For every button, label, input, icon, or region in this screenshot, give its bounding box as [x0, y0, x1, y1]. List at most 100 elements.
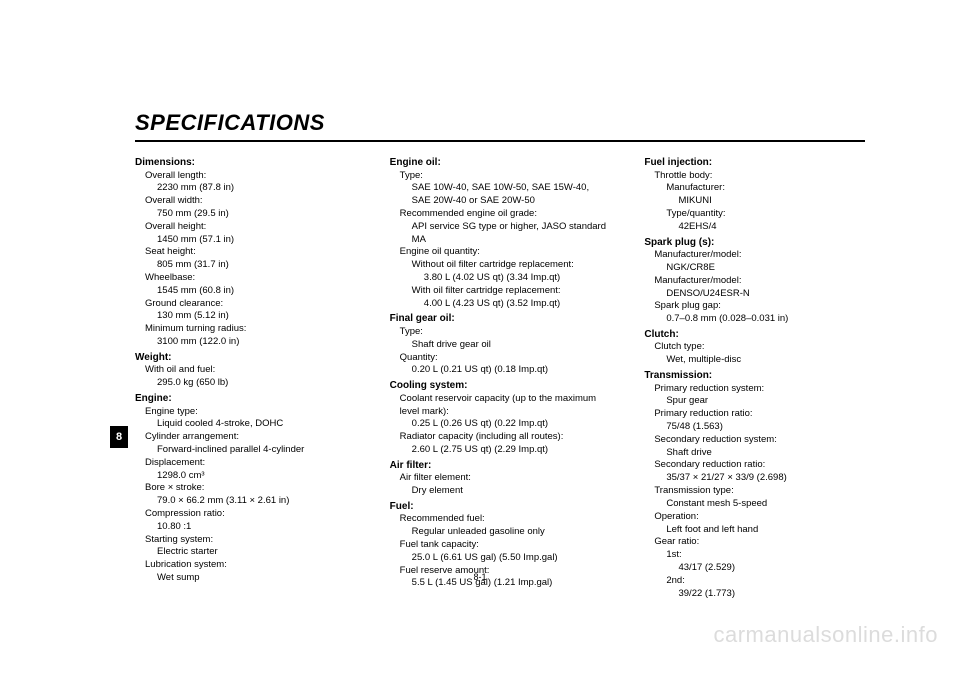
spec-line: Regular unleaded gasoline only: [390, 526, 611, 539]
spec-line: Air filter element:: [390, 472, 611, 485]
spec-line: Type:: [390, 170, 611, 183]
spec-line: 805 mm (31.7 in): [135, 259, 356, 272]
spec-line: Minimum turning radius:: [135, 323, 356, 336]
spec-line: 79.0 × 66.2 mm (3.11 × 2.61 in): [135, 495, 356, 508]
spec-line: With oil filter cartridge replacement:: [390, 285, 611, 298]
spec-line: 25.0 L (6.61 US gal) (5.50 Imp.gal): [390, 552, 611, 565]
spec-line: Bore × stroke:: [135, 482, 356, 495]
spec-line: Without oil filter cartridge replacement…: [390, 259, 611, 272]
spec-line: 2.60 L (2.75 US qt) (2.29 Imp.qt): [390, 444, 611, 457]
spec-line: Manufacturer/model:: [644, 275, 865, 288]
spec-line: 1450 mm (57.1 in): [135, 234, 356, 247]
column-2: Engine oil:Type:SAE 10W-40, SAE 10W-50, …: [390, 154, 611, 600]
spec-line: Spur gear: [644, 395, 865, 408]
watermark: carmanualsonline.info: [713, 622, 938, 648]
page-title: SPECIFICATIONS: [135, 110, 865, 136]
spec-line: 75/48 (1.563): [644, 421, 865, 434]
manual-page: SPECIFICATIONS Dimensions:Overall length…: [0, 0, 960, 678]
spec-line: 130 mm (5.12 in): [135, 310, 356, 323]
spec-line: Cylinder arrangement:: [135, 431, 356, 444]
spec-line: Displacement:: [135, 457, 356, 470]
spec-line: Wet sump: [135, 572, 356, 585]
spec-line: Wet, multiple-disc: [644, 354, 865, 367]
spec-line: Radiator capacity (including all routes)…: [390, 431, 611, 444]
spec-section-heading: Weight:: [135, 351, 356, 365]
spec-section-heading: Fuel:: [390, 500, 611, 514]
spec-section-heading: Fuel injection:: [644, 156, 865, 170]
spec-line: 1545 mm (60.8 in): [135, 285, 356, 298]
spec-line: Spark plug gap:: [644, 300, 865, 313]
spec-line: With oil and fuel:: [135, 364, 356, 377]
column-1: Dimensions:Overall length:2230 mm (87.8 …: [135, 154, 356, 600]
spec-line: 4.00 L (4.23 US qt) (3.52 Imp.qt): [390, 298, 611, 311]
spec-line: 0.25 L (0.26 US qt) (0.22 Imp.qt): [390, 418, 611, 431]
spec-section-heading: Transmission:: [644, 369, 865, 383]
spec-line: NGK/CR8E: [644, 262, 865, 275]
spec-line: Liquid cooled 4-stroke, DOHC: [135, 418, 356, 431]
spec-section-heading: Cooling system:: [390, 379, 611, 393]
spec-columns: Dimensions:Overall length:2230 mm (87.8 …: [135, 154, 865, 600]
spec-line: Engine type:: [135, 406, 356, 419]
spec-line: DENSO/U24ESR-N: [644, 288, 865, 301]
spec-line: Ground clearance:: [135, 298, 356, 311]
spec-section-heading: Engine:: [135, 392, 356, 406]
spec-line: Manufacturer:: [644, 182, 865, 195]
spec-line: MIKUNI: [644, 195, 865, 208]
spec-line: Overall height:: [135, 221, 356, 234]
spec-line: Primary reduction ratio:: [644, 408, 865, 421]
spec-line: 39/22 (1.773): [644, 588, 865, 601]
spec-line: Secondary reduction system:: [644, 434, 865, 447]
spec-line: Primary reduction system:: [644, 383, 865, 396]
spec-line: Wheelbase:: [135, 272, 356, 285]
spec-line: Coolant reservoir capacity (up to the ma…: [390, 393, 611, 419]
spec-line: Forward-inclined parallel 4-cylinder: [135, 444, 356, 457]
spec-line: API service SG type or higher, JASO stan…: [390, 221, 611, 247]
spec-line: Constant mesh 5-speed: [644, 498, 865, 511]
spec-section-heading: Spark plug (s):: [644, 236, 865, 250]
spec-line: 3.80 L (4.02 US qt) (3.34 Imp.qt): [390, 272, 611, 285]
spec-line: Recommended engine oil grade:: [390, 208, 611, 221]
spec-line: Type:: [390, 326, 611, 339]
spec-line: Manufacturer/model:: [644, 249, 865, 262]
spec-line: Shaft drive gear oil: [390, 339, 611, 352]
spec-line: Shaft drive: [644, 447, 865, 460]
chapter-tab: 8: [110, 426, 128, 448]
spec-section-heading: Clutch:: [644, 328, 865, 342]
spec-line: Secondary reduction ratio:: [644, 459, 865, 472]
spec-line: Fuel reserve amount:: [390, 565, 611, 578]
spec-line: Electric starter: [135, 546, 356, 559]
spec-line: Overall length:: [135, 170, 356, 183]
spec-section-heading: Air filter:: [390, 459, 611, 473]
spec-line: 2nd:: [644, 575, 865, 588]
spec-line: 42EHS/4: [644, 221, 865, 234]
spec-line: 1298.0 cm³: [135, 470, 356, 483]
spec-line: SAE 10W-40, SAE 10W-50, SAE 15W-40, SAE …: [390, 182, 611, 208]
spec-line: Lubrication system:: [135, 559, 356, 572]
spec-line: 295.0 kg (650 lb): [135, 377, 356, 390]
spec-line: Starting system:: [135, 534, 356, 547]
title-rule: [135, 140, 865, 142]
spec-line: Gear ratio:: [644, 536, 865, 549]
spec-line: 1st:: [644, 549, 865, 562]
spec-line: Clutch type:: [644, 341, 865, 354]
spec-section-heading: Dimensions:: [135, 156, 356, 170]
spec-line: Engine oil quantity:: [390, 246, 611, 259]
spec-line: Overall width:: [135, 195, 356, 208]
spec-line: 35/37 × 21/27 × 33/9 (2.698): [644, 472, 865, 485]
spec-line: 3100 mm (122.0 in): [135, 336, 356, 349]
spec-line: Throttle body:: [644, 170, 865, 183]
spec-line: Operation:: [644, 511, 865, 524]
spec-line: 2230 mm (87.8 in): [135, 182, 356, 195]
spec-line: Quantity:: [390, 352, 611, 365]
spec-line: Fuel tank capacity:: [390, 539, 611, 552]
spec-line: 0.20 L (0.21 US qt) (0.18 Imp.qt): [390, 364, 611, 377]
spec-line: Dry element: [390, 485, 611, 498]
spec-line: Seat height:: [135, 246, 356, 259]
spec-line: 43/17 (2.529): [644, 562, 865, 575]
spec-line: Transmission type:: [644, 485, 865, 498]
spec-line: Left foot and left hand: [644, 524, 865, 537]
spec-line: Type/quantity:: [644, 208, 865, 221]
spec-line: Recommended fuel:: [390, 513, 611, 526]
spec-line: Compression ratio:: [135, 508, 356, 521]
spec-section-heading: Engine oil:: [390, 156, 611, 170]
